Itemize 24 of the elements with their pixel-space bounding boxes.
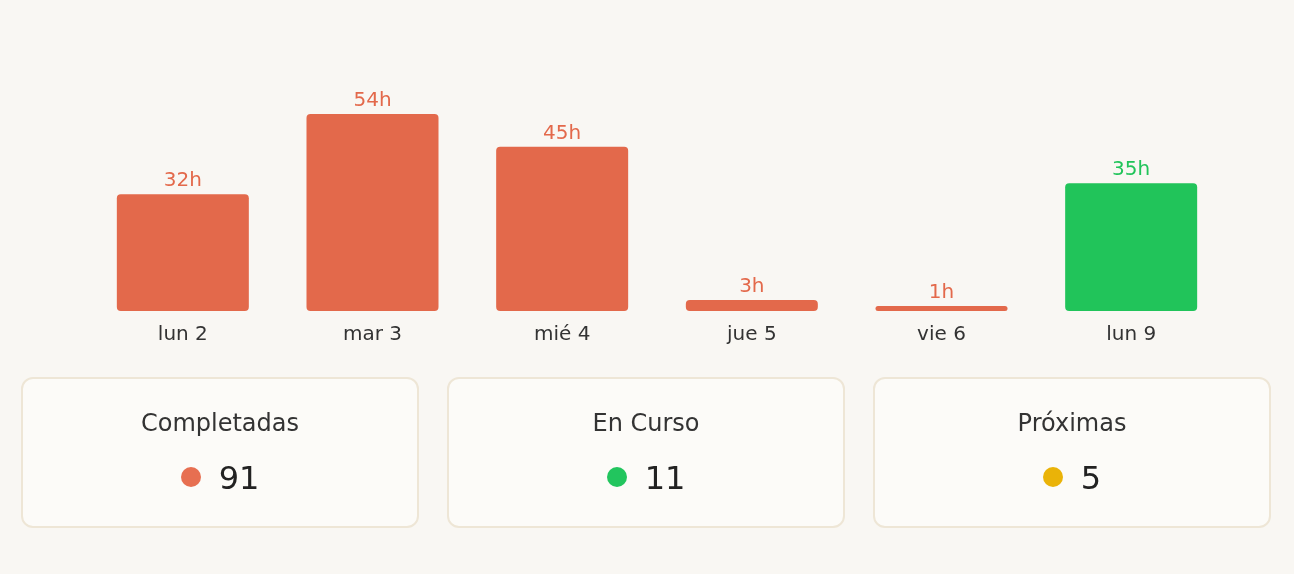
x-tick-label: mié 4 — [533, 321, 591, 345]
x-tick-label: lun 9 — [1106, 321, 1157, 345]
text: 11 — [644, 459, 686, 497]
data-label: 35h — [1112, 156, 1151, 181]
text: Próximas — [1016, 409, 1128, 437]
bar — [875, 306, 1008, 311]
bar — [116, 194, 249, 311]
text: 91 — [218, 459, 260, 497]
text: 5 — [1080, 459, 1102, 497]
x-tick-label: mar 3 — [342, 321, 403, 345]
bar — [1065, 183, 1198, 311]
x-tick-label: jue 5 — [726, 321, 777, 345]
data-label: 45h — [543, 119, 582, 144]
x-tick-label: lun 2 — [157, 321, 208, 345]
bar — [685, 300, 818, 311]
text: En Curso — [591, 409, 701, 437]
bar — [306, 113, 439, 311]
data-label: 1h — [928, 279, 955, 303]
x-tick-label: vie 6 — [917, 321, 966, 345]
data-label: 54h — [353, 86, 392, 111]
data-label: 32h — [163, 167, 202, 192]
data-label: 3h — [739, 273, 765, 298]
text: Completadas — [139, 409, 301, 437]
bar — [496, 146, 629, 311]
